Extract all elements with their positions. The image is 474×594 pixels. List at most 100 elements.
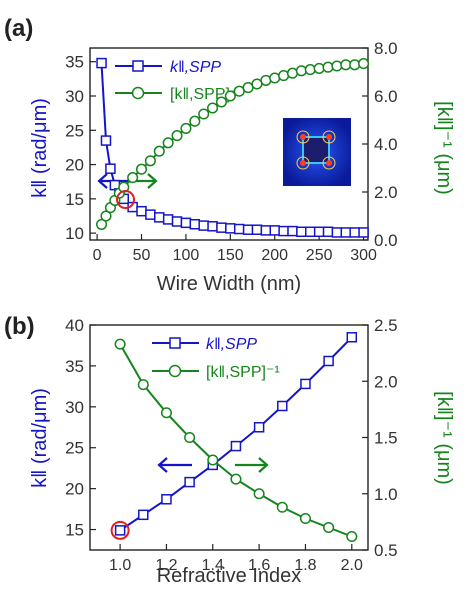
data-point-square (346, 332, 358, 343)
data-point-square (114, 525, 126, 536)
data-point-circle (253, 488, 265, 500)
data-point-square (233, 223, 245, 235)
data-point-square (171, 216, 183, 227)
y-left-tick-label: 25 (65, 121, 84, 140)
data-point-circle (100, 210, 112, 222)
data-point-circle (349, 59, 361, 71)
x-tick-label: 300 (350, 247, 377, 264)
y-left-tick-label: 30 (65, 87, 84, 106)
x-tick-label: 1.6 (248, 557, 270, 574)
y-right-tick-label: 6.0 (374, 87, 398, 106)
data-point-square (161, 494, 172, 505)
x-tick-label: 150 (217, 247, 244, 264)
panel-b-legend-item-k: k‖,SPP (206, 336, 257, 353)
data-point-square (136, 205, 147, 217)
data-point-circle (346, 530, 358, 543)
panel-b-y-right-label: [k‖]⁻¹ (μm) (433, 391, 455, 485)
data-point-square (138, 509, 149, 521)
data-point-circle (171, 130, 183, 142)
data-point-square (154, 212, 165, 223)
y-right-tick-label: 8.0 (374, 39, 398, 58)
data-point-circle (127, 172, 139, 184)
data-point-square (184, 476, 195, 488)
panel-b-legend-square-marker (169, 337, 181, 349)
panel-a-y-right-label: [k‖]⁻¹ (μm) (433, 101, 455, 195)
data-point-square (253, 422, 265, 433)
y-left-tick-label: 35 (65, 53, 84, 72)
y-right-tick-label: 1.5 (374, 429, 398, 448)
y-left-tick-label: 25 (65, 439, 84, 458)
data-point-circle (224, 90, 236, 102)
y-right-tick-label: 0.5 (374, 541, 398, 560)
x-tick-label: 1.2 (155, 557, 177, 574)
x-tick-label: 2.0 (341, 557, 363, 574)
data-point-square (340, 227, 352, 238)
y-right-tick-label: 2.0 (374, 372, 398, 391)
data-point-circle (276, 501, 288, 513)
panel-a-legend-item-k: k‖,SPP (170, 59, 221, 76)
panel-b-arrow-left (157, 457, 192, 473)
y-left-tick-label: 20 (65, 156, 84, 175)
panel-a-x-label: Wire Width (nm) (157, 273, 301, 295)
data-point-circle (153, 145, 165, 157)
y-right-tick-label: 0.0 (374, 231, 398, 250)
highlight-ring (110, 520, 130, 540)
panel-a-legend-circle-marker (131, 86, 145, 100)
data-point-circle (137, 379, 149, 391)
field-map-inset (283, 118, 351, 186)
panel-a: (a) k‖ (rad/μm) [k‖]⁻¹ (μm) Wire Width (… (4, 15, 455, 295)
data-point-square (349, 227, 360, 238)
x-tick-label: 0 (93, 247, 102, 264)
panel-a-legend: k‖,SPP [k‖,SPP]⁻¹ (115, 59, 244, 103)
data-point-square (230, 440, 242, 452)
data-point-circle (162, 137, 174, 149)
data-point-circle (323, 521, 335, 534)
data-point-square (296, 226, 307, 238)
data-point-circle (286, 67, 299, 79)
data-point-circle (313, 62, 325, 74)
data-point-circle (215, 96, 228, 108)
data-point-square (242, 224, 254, 235)
data-point-square (313, 226, 325, 238)
panel-b-y-left-label: k‖ (rad/μm) (29, 388, 51, 488)
data-point-square (216, 222, 227, 233)
data-point-square (100, 135, 112, 146)
y-right-tick-label: 2.5 (374, 316, 398, 335)
data-point-circle (230, 473, 242, 485)
data-point-square (251, 224, 263, 235)
data-point-square (278, 225, 289, 237)
y-right-tick-label: 1.0 (374, 485, 398, 504)
data-point-square (322, 226, 334, 238)
panel-b-legend: k‖,SPP [k‖,SPP]⁻¹ (152, 336, 280, 381)
data-point-circle (198, 108, 210, 120)
data-point-circle (135, 163, 148, 175)
data-point-square (198, 220, 209, 231)
panel-b: (b) k‖ (rad/μm) [k‖]⁻¹ (μm) Refractive I… (4, 313, 455, 587)
panel-b-legend-circle-marker (168, 364, 182, 378)
y-left-tick-label: 30 (65, 398, 84, 417)
data-point-circle (180, 122, 192, 134)
data-point-square (145, 209, 156, 220)
x-tick-label: 100 (173, 247, 200, 264)
data-point-square (323, 355, 334, 367)
data-point-square (300, 378, 311, 390)
panel-b-label: (b) (4, 313, 35, 340)
panel-a-label: (a) (4, 15, 33, 42)
data-point-circle (299, 512, 312, 525)
data-point-circle (189, 115, 201, 127)
y-left-tick-label: 40 (65, 316, 84, 335)
data-point-square (277, 400, 288, 412)
data-point-square (207, 221, 218, 232)
panel-b-x-label: Refractive Index (157, 565, 302, 587)
data-point-square (162, 214, 174, 225)
data-point-circle (331, 60, 343, 72)
data-point-square (287, 225, 298, 237)
x-tick-label: 200 (261, 247, 288, 264)
panel-a-legend-square-marker (132, 60, 144, 72)
y-left-tick-label: 15 (65, 190, 84, 209)
data-point-square (189, 218, 201, 230)
data-point-circle (260, 74, 272, 86)
data-point-square (358, 227, 369, 238)
y-left-tick-label: 35 (65, 357, 84, 376)
panel-b-arrow-right (235, 457, 269, 473)
